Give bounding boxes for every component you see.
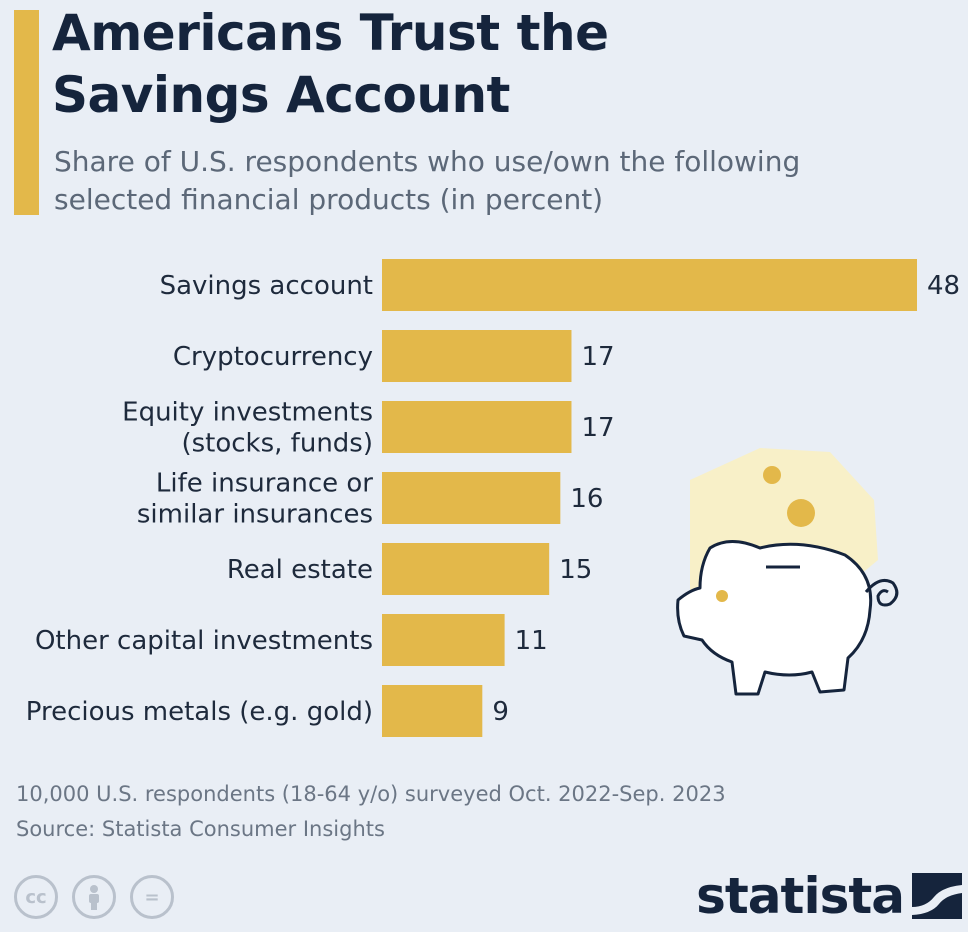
person-icon: [89, 885, 99, 910]
accent-bar: [14, 10, 39, 215]
title-line-2: Savings Account: [52, 66, 510, 124]
coin-icon: [763, 466, 781, 484]
data-label: 48: [927, 271, 960, 301]
survey-note: 10,000 U.S. respondents (18-64 y/o) surv…: [16, 782, 726, 806]
chart-title: Americans Trust the Savings Account: [52, 2, 609, 126]
category-label: Equity investments: [122, 398, 373, 428]
subtitle-line-1: Share of U.S. respondents who use/own th…: [54, 145, 801, 178]
category-label: Real estate: [227, 555, 373, 585]
coin-icon: [787, 499, 815, 527]
bar: [382, 472, 561, 524]
no-derivatives-icon[interactable]: =: [130, 875, 174, 919]
brand-name: statista: [696, 867, 905, 925]
license-icons: cc =: [14, 875, 174, 919]
subtitle-line-2: selected financial products (in percent): [54, 183, 604, 216]
chart-subtitle: Share of U.S. respondents who use/own th…: [54, 143, 934, 219]
nd-glyph: =: [144, 886, 160, 908]
cc-icon[interactable]: cc: [14, 875, 58, 919]
bar-chart: 48 Savings account 17 Cryptocurrency 17 Equit…: [26, 259, 960, 737]
category-label: Cryptocurrency: [173, 342, 373, 372]
bar: [382, 543, 550, 595]
title-line-1: Americans Trust the: [52, 4, 609, 62]
bar: [382, 401, 572, 453]
data-label: 16: [570, 484, 603, 514]
source-note: Source: Statista Consumer Insights: [16, 817, 385, 841]
category-label: Life insurance or: [156, 469, 373, 499]
category-label: Savings account: [160, 271, 373, 301]
cc-glyph: cc: [25, 886, 47, 908]
piggy-eye-icon: [716, 590, 728, 602]
bar: [382, 330, 572, 382]
data-label: 17: [581, 342, 614, 372]
data-label: 17: [581, 413, 614, 443]
statista-logo[interactable]: statista: [696, 866, 962, 926]
category-label: Precious metals (e.g. gold): [26, 697, 373, 727]
category-label: similar insurances: [137, 500, 373, 530]
attribution-icon[interactable]: [72, 875, 116, 919]
piggy-bank-icon: [676, 540, 873, 696]
piggy-bank-illustration: [676, 448, 899, 696]
bar: [382, 614, 505, 666]
category-label: (stocks, funds): [181, 429, 373, 459]
bar: [382, 685, 483, 737]
statista-logo-icon: [912, 873, 962, 919]
piggy-tail-icon: [864, 579, 899, 607]
bar: [382, 259, 917, 311]
data-label: 11: [515, 626, 548, 656]
data-label: 9: [492, 697, 509, 727]
data-label: 15: [559, 555, 592, 585]
category-label: Other capital investments: [35, 626, 373, 656]
